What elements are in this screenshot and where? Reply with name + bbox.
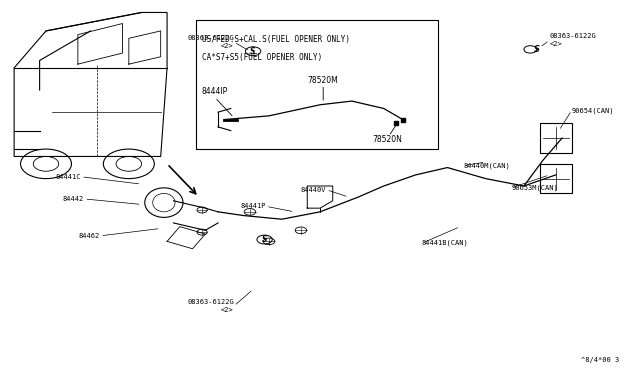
Text: S: S	[262, 235, 268, 244]
Text: 84441B(CAN): 84441B(CAN)	[422, 240, 468, 247]
Text: 78520M: 78520M	[308, 76, 339, 84]
Text: 84462: 84462	[79, 233, 100, 239]
Text: 84441P: 84441P	[241, 203, 266, 209]
FancyBboxPatch shape	[196, 20, 438, 149]
Text: US/FED.S+CAL.S(FUEL OPENER ONLY): US/FED.S+CAL.S(FUEL OPENER ONLY)	[202, 35, 350, 44]
Text: 8444IP: 8444IP	[202, 87, 228, 96]
Text: 08363-6122G
<2>: 08363-6122G <2>	[549, 33, 596, 47]
Text: 90653M(CAN): 90653M(CAN)	[511, 185, 558, 191]
Text: S: S	[250, 47, 256, 56]
Text: 84441C: 84441C	[56, 174, 81, 180]
Text: 08363-6122G
<2>: 08363-6122G <2>	[188, 299, 234, 313]
Text: 78520N: 78520N	[372, 135, 402, 144]
Text: 84442: 84442	[63, 196, 84, 202]
Text: 84440V: 84440V	[301, 187, 326, 193]
Text: 90654(CAN): 90654(CAN)	[572, 107, 614, 113]
Text: ^8/4*00 3: ^8/4*00 3	[581, 357, 620, 363]
Text: S: S	[534, 45, 540, 54]
Text: CA*S7+S5(FUEL OPENER ONLY): CA*S7+S5(FUEL OPENER ONLY)	[202, 53, 323, 62]
Text: 84440M(CAN): 84440M(CAN)	[463, 163, 510, 169]
Text: 08363-6122G
<2>: 08363-6122G <2>	[188, 35, 234, 49]
